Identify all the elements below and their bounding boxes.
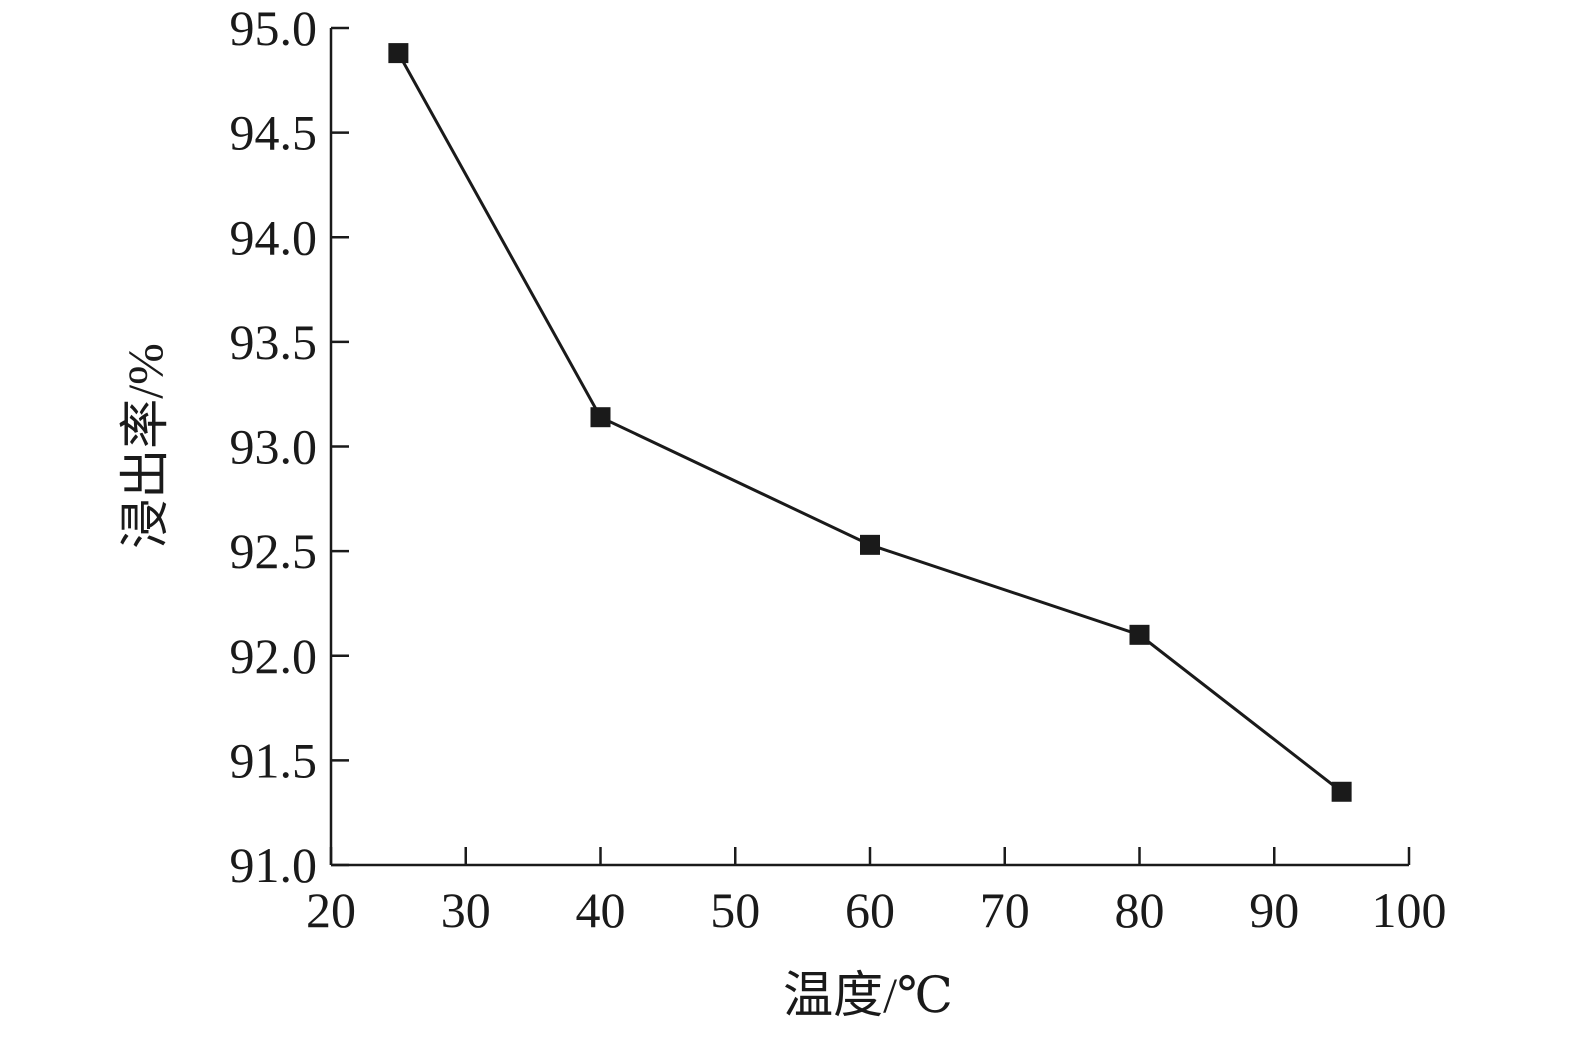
y-tick-label: 95.0: [230, 0, 318, 56]
ticks: 20 30 40 50 60 70 80 90 100 91.0 91.5 92.0 92.5 93.0 9…: [230, 0, 1447, 938]
data-point-marker: [388, 43, 409, 64]
data-point-marker: [590, 407, 611, 428]
y-tick-label: 94.5: [230, 105, 318, 161]
y-tick-label: 93.0: [230, 419, 318, 475]
y-tick-label: 94.0: [230, 209, 318, 265]
y-tick-label: 92.5: [230, 523, 318, 579]
series-line: [397, 52, 1343, 793]
y-axis-title: 浸出率/%: [117, 343, 173, 549]
y-tick-label: 93.5: [230, 314, 318, 370]
axis-titles: 温度/℃ 浸出率/%: [117, 343, 953, 1023]
x-tick-label: 40: [576, 882, 626, 938]
data-point-marker: [860, 534, 880, 555]
x-tick-label: 30: [441, 882, 491, 938]
data-point-marker: [1129, 624, 1150, 645]
x-tick-label: 20: [306, 882, 356, 938]
series: [388, 43, 1352, 802]
x-tick-label: 50: [710, 882, 760, 938]
x-tick-label: 90: [1249, 882, 1299, 938]
y-tick-label: 91.0: [230, 837, 318, 893]
y-tick-label: 92.0: [230, 628, 318, 684]
x-tick-label: 70: [980, 882, 1030, 938]
x-tick-label: 80: [1115, 882, 1165, 938]
x-axis-title: 温度/℃: [783, 967, 953, 1023]
axes: [329, 28, 1409, 867]
x-tick-label: 60: [845, 882, 895, 938]
x-tick-label: 100: [1372, 882, 1447, 938]
y-tick-label: 91.5: [230, 732, 318, 788]
data-point-marker: [1331, 781, 1352, 802]
